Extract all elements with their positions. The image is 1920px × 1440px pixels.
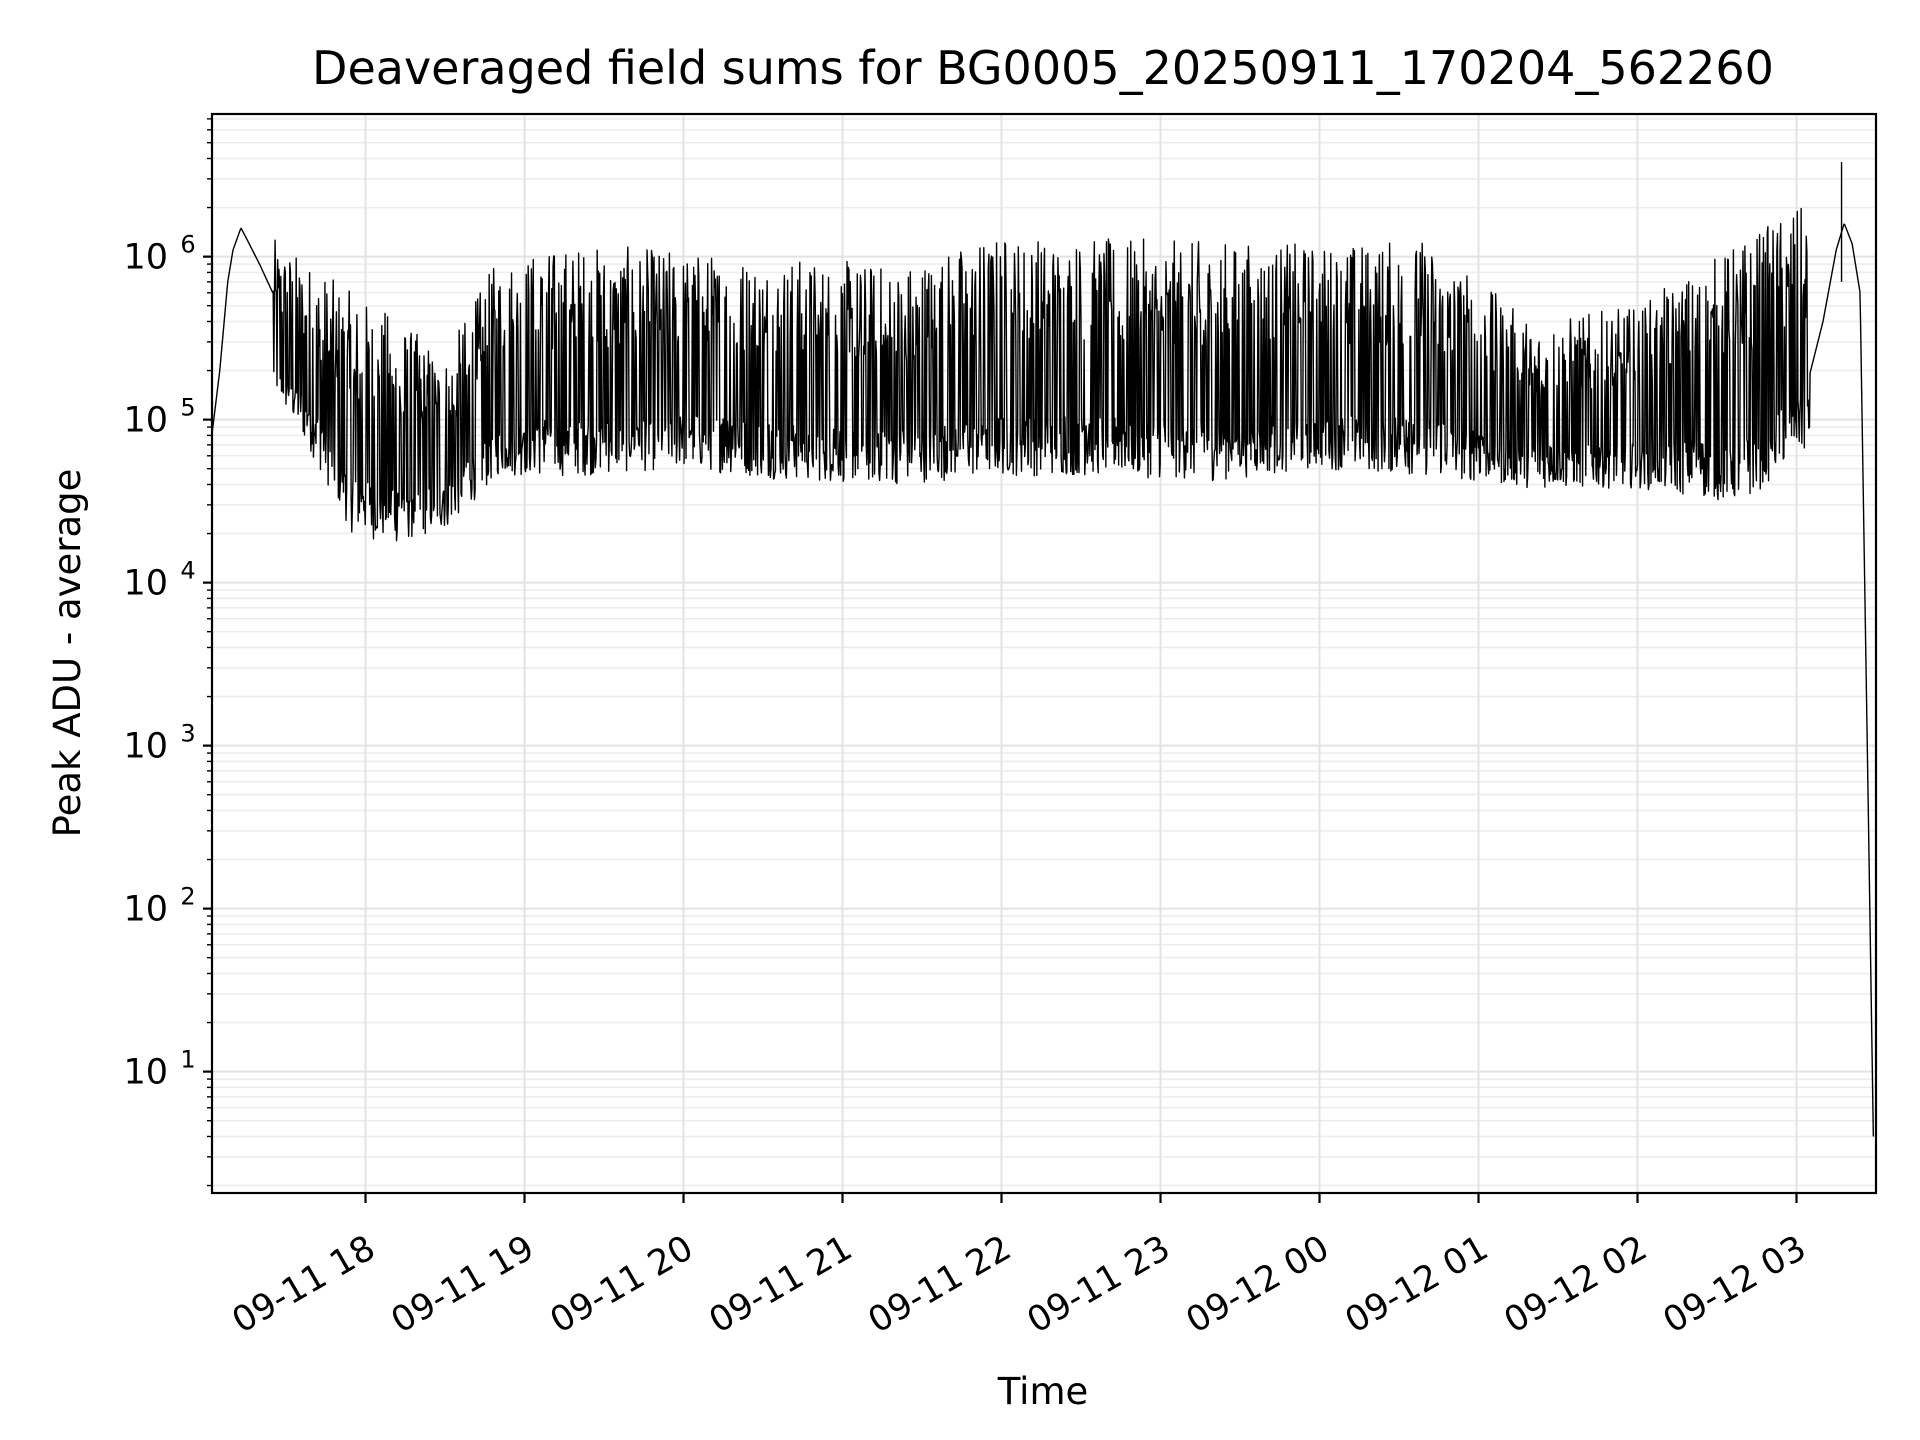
y-tick-label: 10 — [123, 727, 168, 767]
series-line — [212, 207, 1875, 1137]
y-tick-exponent: 5 — [180, 394, 195, 422]
y-tick-exponent: 6 — [180, 231, 195, 259]
x-tick-label: 09-11 19 — [385, 1228, 541, 1341]
x-tick-label: 09-11 20 — [544, 1228, 700, 1341]
data-layer — [212, 162, 1875, 1137]
x-tick-label: 09-11 18 — [226, 1228, 382, 1341]
y-tick-label: 10 — [123, 401, 168, 441]
y-tick-exponent: 3 — [180, 720, 195, 748]
x-tick-label: 09-12 01 — [1339, 1228, 1495, 1341]
y-tick-exponent: 4 — [180, 557, 195, 585]
x-tick-label: 09-11 22 — [862, 1228, 1018, 1341]
y-tick-exponent: 1 — [180, 1046, 195, 1074]
y-axis-ticks: 10 1 10 2 10 3 10 4 10 5 10 6 — [123, 118, 212, 1187]
plot-frame — [210, 112, 1878, 1195]
x-tick-label: 09-12 00 — [1180, 1228, 1336, 1341]
x-tick-label: 09-11 21 — [703, 1228, 859, 1341]
x-tick-label: 09-11 23 — [1021, 1228, 1177, 1341]
x-tick-label: 09-12 03 — [1657, 1228, 1813, 1341]
y-axis-label: Peak ADU - average — [46, 469, 89, 838]
y-tick-label: 10 — [123, 1053, 168, 1093]
y-tick-label: 10 — [123, 238, 168, 278]
x-axis-label: Time — [997, 1370, 1089, 1413]
x-axis-ticks: 09-11 18 09-11 19 09-11 20 09-11 21 09-11 22… — [226, 1193, 1813, 1341]
y-tick-exponent: 2 — [180, 883, 195, 911]
y-tick-label: 10 — [123, 564, 168, 604]
y-tick-label: 10 — [123, 890, 168, 930]
x-tick-label: 09-12 02 — [1498, 1228, 1654, 1341]
chart-title: Deaveraged field sums for BG0005_2025091… — [312, 41, 1774, 95]
